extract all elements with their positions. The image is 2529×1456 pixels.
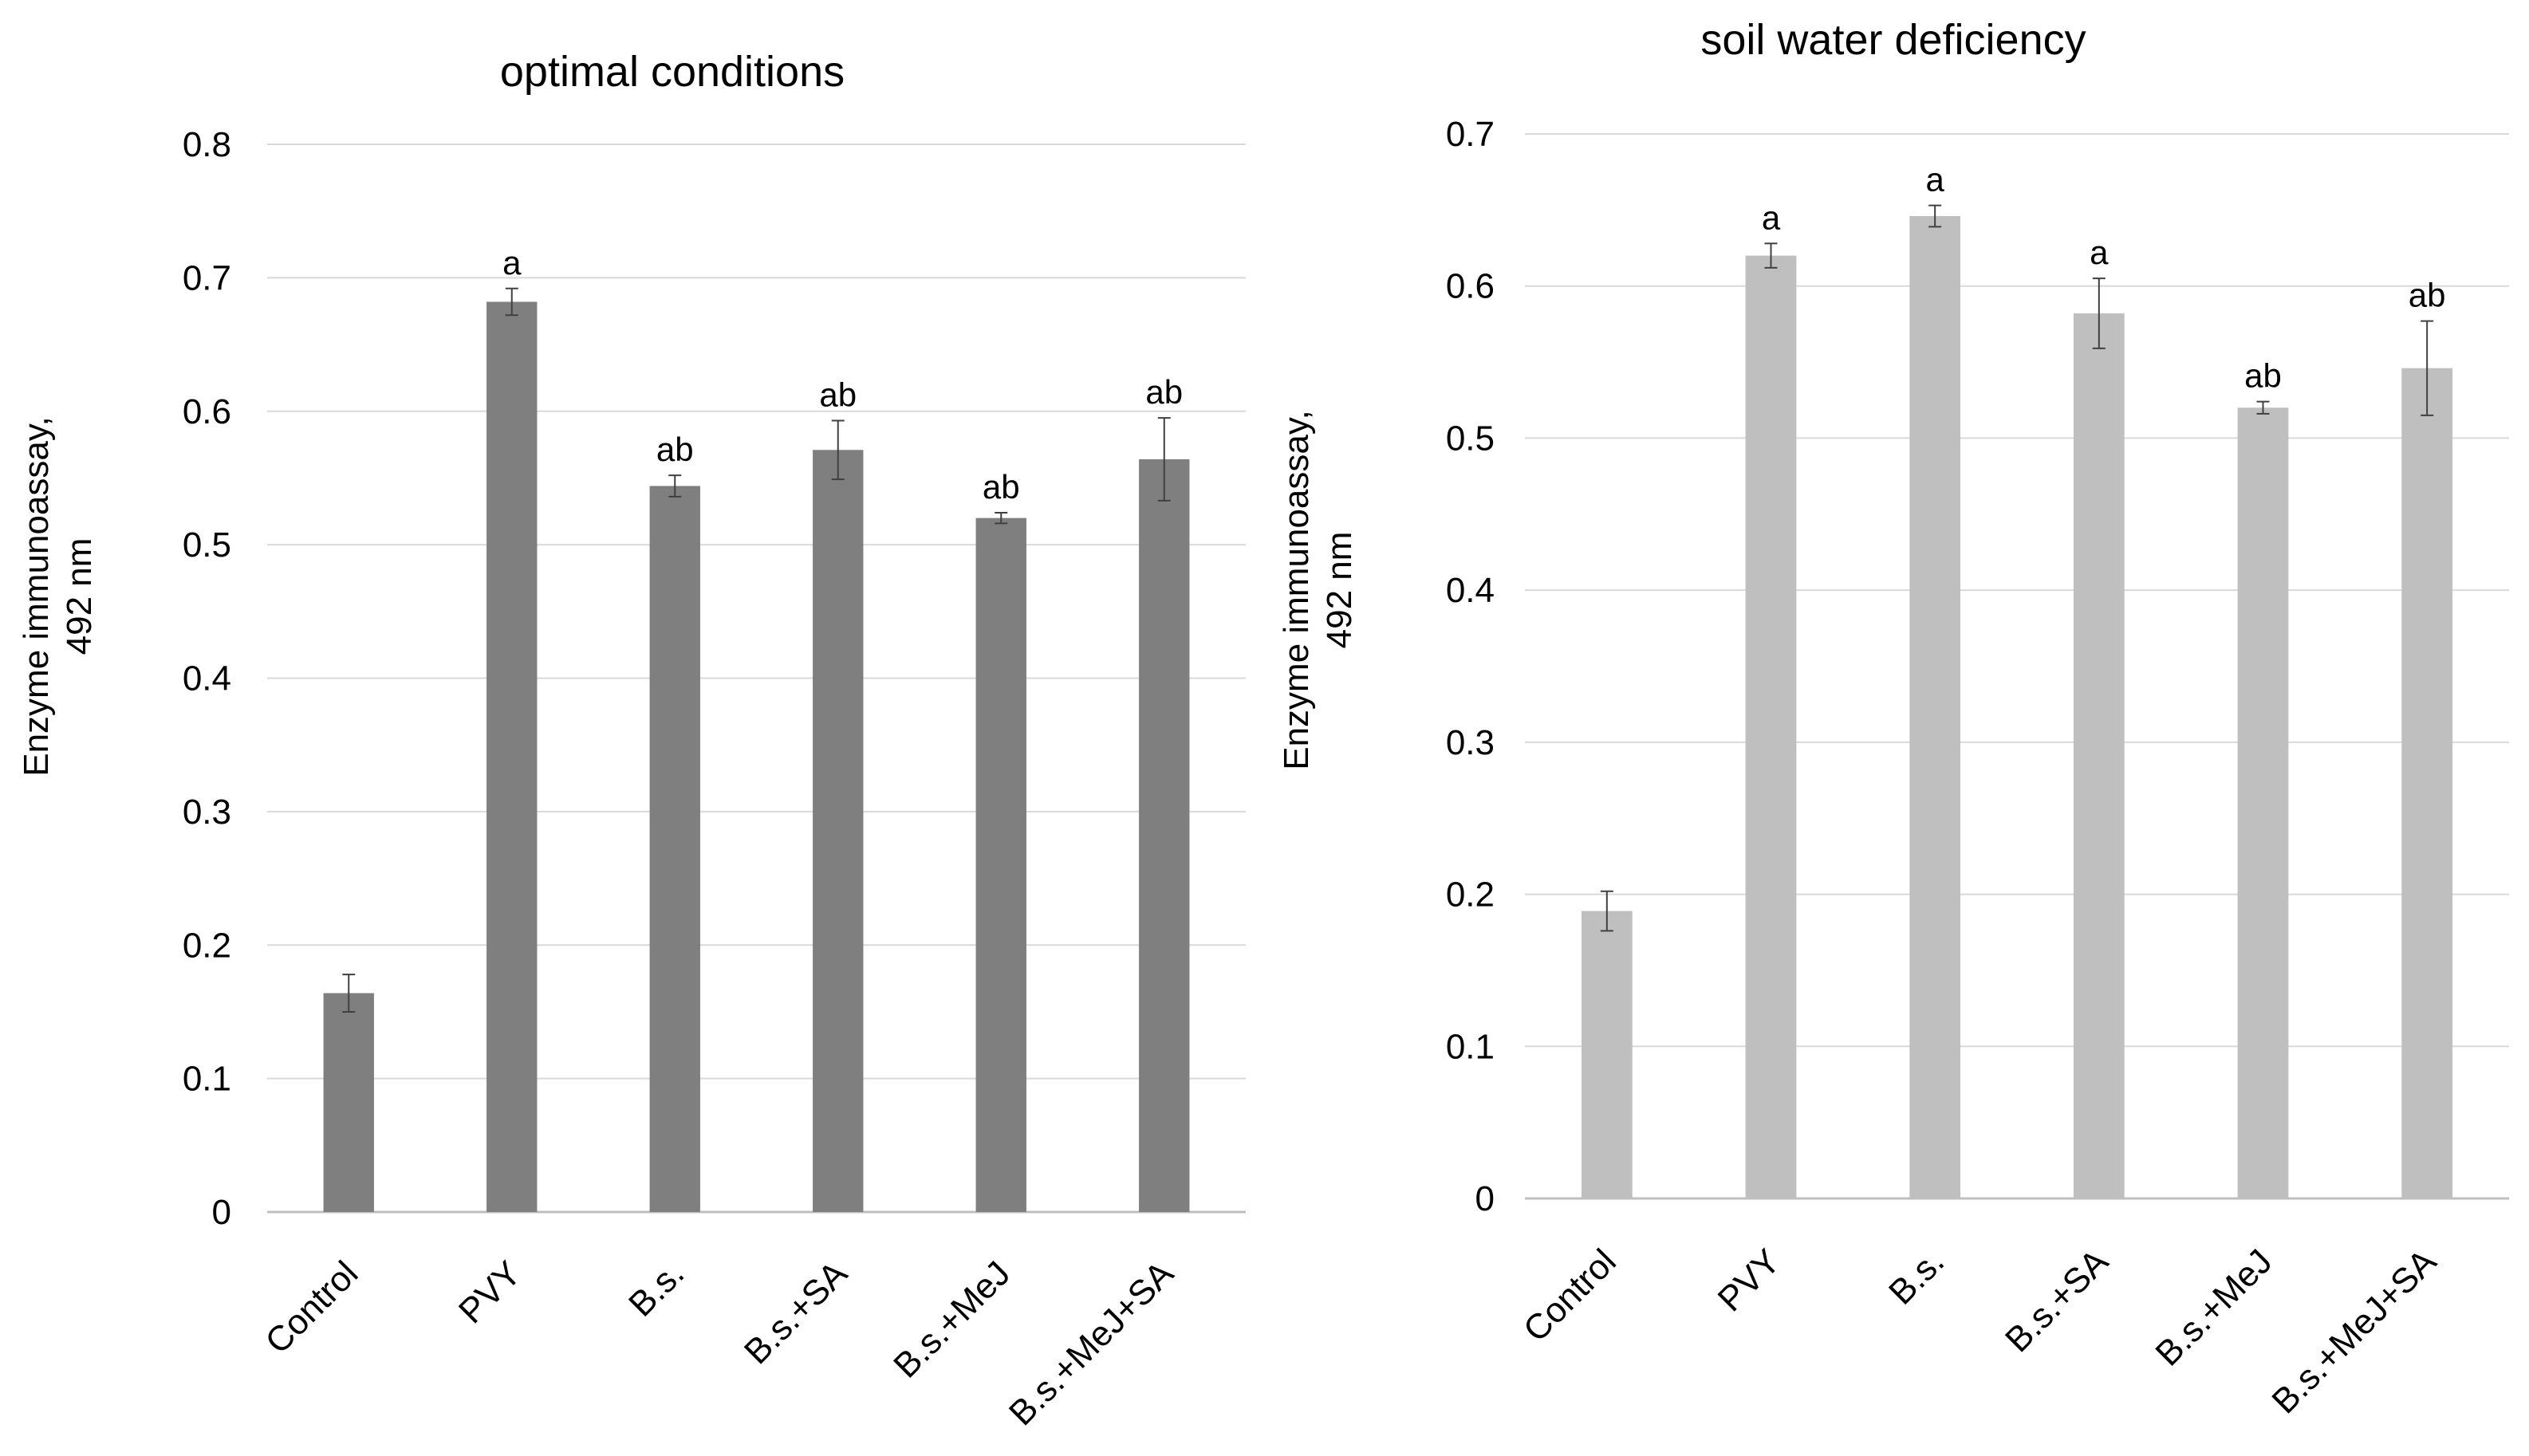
error-bar	[1928, 204, 1942, 228]
error-bar	[1764, 242, 1778, 269]
significance-label: ab	[656, 431, 694, 468]
category-label: B.s.+MeJ+SA	[1002, 1253, 1181, 1433]
y-tick-label: 0.6	[1446, 267, 1495, 306]
error-bar	[2092, 277, 2106, 349]
chart-optimal-conditions: optimal conditions 0 0.1 0.2 0.3 0.4 0.5 0.6 0.7…	[17, 48, 1246, 1433]
error-bar	[505, 287, 518, 317]
y-tick-label: 0.7	[1446, 115, 1495, 154]
significance-label: a	[2090, 234, 2109, 271]
category-label: PVY	[1711, 1242, 1788, 1319]
bar	[323, 993, 374, 1212]
category-label: B.s.	[1881, 1242, 1952, 1312]
bar	[1139, 459, 1190, 1212]
bar	[1581, 911, 1633, 1198]
y-tick-label: 0.2	[183, 926, 231, 965]
significance-label: ab	[819, 376, 857, 413]
y-axis-label-line: Enzyme immunoassay,	[1277, 410, 1316, 770]
category-label: B.s.+SA	[737, 1253, 855, 1371]
y-tick-label: 0.5	[183, 525, 231, 565]
bar	[975, 517, 1026, 1212]
bar	[2073, 313, 2125, 1198]
error-bar	[2256, 400, 2270, 415]
y-tick-label: 0.7	[183, 258, 231, 297]
error-bar	[2421, 320, 2434, 416]
significance-label: a	[502, 244, 522, 281]
significance-label: a	[1762, 199, 1781, 236]
bar	[813, 450, 864, 1212]
significance-label: ab	[1145, 373, 1183, 411]
y-tick-label: 0.3	[1446, 723, 1495, 762]
significance-label: ab	[983, 468, 1020, 506]
chart-soil-water-deficiency: soil water deficiency 0 0.1 0.2 0.3 0.4 0.5 0.6…	[1277, 16, 2509, 1421]
bar	[2401, 368, 2453, 1199]
error-bar	[668, 474, 682, 498]
y-tick-label: 0.2	[1446, 876, 1495, 915]
bar	[1909, 215, 1961, 1198]
bar	[649, 486, 700, 1212]
category-label: B.s.+MeJ	[886, 1253, 1018, 1385]
y-tick-label: 0.3	[183, 793, 231, 832]
error-bar	[995, 511, 1008, 525]
bar	[486, 301, 538, 1213]
y-tick-label: 0	[1475, 1179, 1495, 1218]
y-axis-label: Enzyme immunoassay, 492 nm	[1277, 410, 1359, 770]
y-tick-label: 0.6	[183, 392, 231, 431]
category-label: B.s.+SA	[1998, 1242, 2116, 1360]
category-label: Control	[258, 1253, 365, 1361]
y-tick-label: 0.4	[183, 659, 231, 698]
y-axis-label-line: 492 nm	[1320, 532, 1359, 649]
y-axis-label-line: Enzyme immunoassay,	[17, 416, 56, 777]
significance-label: ab	[2244, 357, 2282, 395]
category-label: B.s.	[621, 1253, 691, 1324]
y-axis-label-line: 492 nm	[60, 538, 99, 655]
category-label: PVY	[451, 1253, 529, 1331]
significance-label: a	[1925, 161, 1944, 199]
y-tick-label: 0	[212, 1193, 231, 1232]
y-tick-label: 0.8	[183, 125, 231, 164]
y-tick-label: 0.1	[1446, 1027, 1495, 1066]
y-tick-label: 0.4	[1446, 571, 1495, 610]
chart-title: soil water deficiency	[1700, 16, 2086, 64]
category-label: B.s.+MeJ+SA	[2264, 1242, 2444, 1421]
y-axis-label: Enzyme immunoassay, 492 nm	[17, 416, 99, 777]
category-label: Control	[1516, 1242, 1624, 1349]
error-bar	[1157, 417, 1171, 502]
error-bar	[1600, 890, 1613, 932]
category-label: B.s.+MeJ	[2148, 1242, 2279, 1373]
bar	[1745, 255, 1797, 1199]
y-tick-label: 0.1	[183, 1060, 231, 1099]
bar	[2237, 407, 2289, 1198]
error-bar	[342, 974, 356, 1013]
error-bar	[831, 419, 845, 481]
chart-title: optimal conditions	[500, 48, 845, 96]
significance-label: ab	[2409, 277, 2446, 314]
y-tick-label: 0.5	[1446, 419, 1495, 458]
